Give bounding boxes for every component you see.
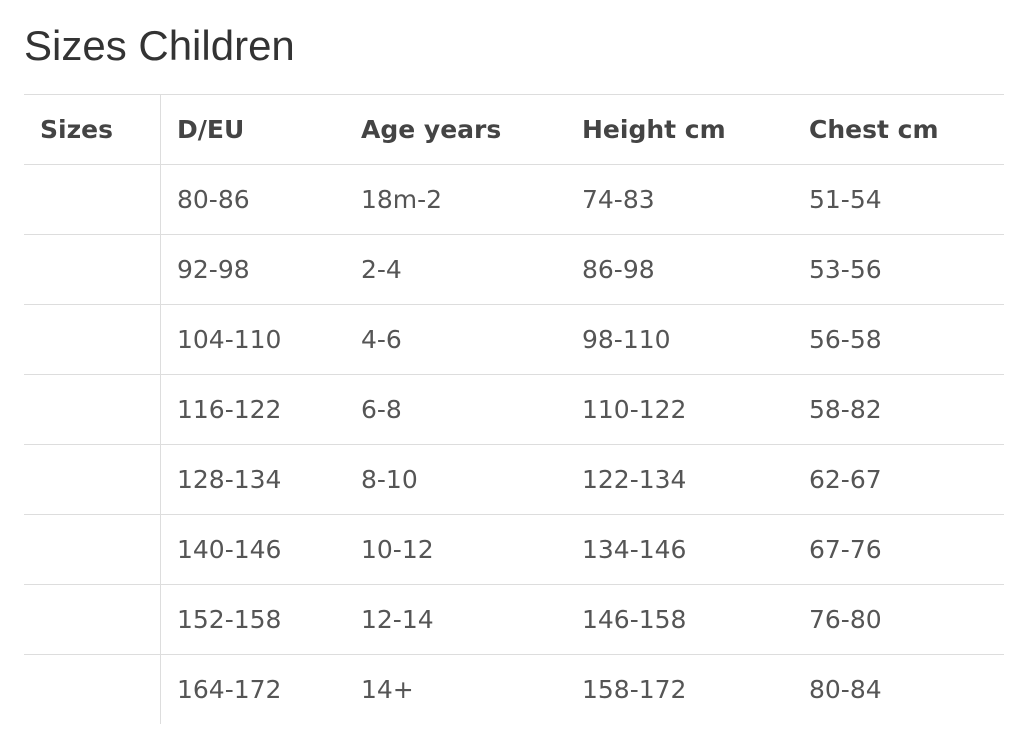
header-cell: Chest cm [809, 115, 939, 144]
table-cell: 10-12 [361, 535, 434, 564]
table-cell: 74-83 [582, 185, 655, 214]
table-cell: 18m-2 [361, 185, 443, 214]
size-table: Sizes D/EU Age years Height cm Chest cm 80-86… [24, 94, 1004, 724]
table-cell: 53-56 [809, 255, 882, 284]
table-cell: 122-134 [582, 465, 687, 494]
header-cell: Age years [361, 115, 502, 144]
header-cell: D/EU [177, 115, 245, 144]
table-cell: 76-80 [809, 605, 882, 634]
table-cell: 6-8 [361, 395, 402, 424]
table-cell: 12-14 [361, 605, 434, 634]
table-row: 80-86 18m-2 74-83 51-54 [24, 164, 1004, 234]
table-cell: 140-146 [177, 535, 282, 564]
table-row: 104-110 4-6 98-110 56-58 [24, 304, 1004, 374]
table-cell: 134-146 [582, 535, 687, 564]
table-cell: 80-84 [809, 675, 882, 704]
table-row: 164-172 14+ 158-172 80-84 [24, 654, 1004, 724]
table-cell: 152-158 [177, 605, 282, 634]
column-divider [160, 94, 161, 724]
table-cell: 164-172 [177, 675, 282, 704]
table-cell: 116-122 [177, 395, 282, 424]
table-cell: 104-110 [177, 325, 282, 354]
table-cell: 86-98 [582, 255, 655, 284]
table-cell: 98-110 [582, 325, 671, 354]
table-cell: 67-76 [809, 535, 882, 564]
header-row: Sizes D/EU Age years Height cm Chest cm [24, 94, 1004, 164]
table-cell: 14+ [361, 675, 414, 704]
table-cell: 146-158 [582, 605, 687, 634]
table-cell: 110-122 [582, 395, 687, 424]
table-cell: 80-86 [177, 185, 250, 214]
table-row: 140-146 10-12 134-146 67-76 [24, 514, 1004, 584]
table-row: 128-134 8-10 122-134 62-67 [24, 444, 1004, 514]
table-cell: 51-54 [809, 185, 882, 214]
table-cell: 8-10 [361, 465, 418, 494]
table-cell: 128-134 [177, 465, 282, 494]
table-row: 152-158 12-14 146-158 76-80 [24, 584, 1004, 654]
table-row: 116-122 6-8 110-122 58-82 [24, 374, 1004, 444]
page-title: Sizes Children [24, 22, 295, 69]
table-cell: 62-67 [809, 465, 882, 494]
header-cell: Height cm [582, 115, 726, 144]
table-cell: 4-6 [361, 325, 402, 354]
table-cell: 56-58 [809, 325, 882, 354]
table-cell: 2-4 [361, 255, 402, 284]
table-cell: 58-82 [809, 395, 882, 424]
table-cell: 92-98 [177, 255, 250, 284]
table-cell: 158-172 [582, 675, 687, 704]
header-cell: Sizes [40, 115, 113, 144]
table-row: 92-98 2-4 86-98 53-56 [24, 234, 1004, 304]
